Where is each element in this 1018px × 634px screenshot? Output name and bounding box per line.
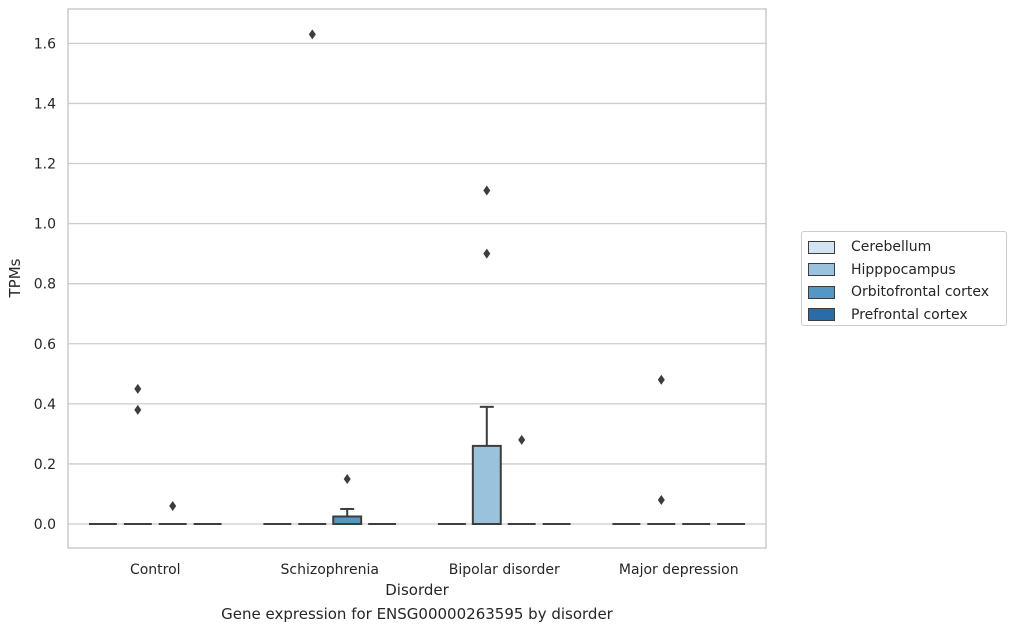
outlier-point [657,374,665,385]
outlier-point [134,383,142,394]
y-tick-label: 1.0 [34,217,56,233]
outlier-point [169,500,177,511]
legend-item-orbitofrontal-cortex: Orbitofrontal cortex [808,281,1006,304]
x-tick-labels: Control Schizophrenia Bipolar disorder Majo… [130,562,739,578]
x-axis-label: Disorder [385,581,449,599]
legend-item-hippocampus: Hipppocampus [808,259,1006,282]
outlier-point [134,404,142,415]
chart-caption: Gene expression for ENSG00000263595 by d… [221,605,613,623]
outlier-point [657,494,665,505]
legend-swatch [808,263,835,277]
y-tick-label: 0.2 [34,457,56,473]
y-axis-label: TPMs [6,258,24,298]
y-tick-label: 0.6 [34,337,56,353]
outlier-point [343,473,351,484]
boxes [88,405,746,525]
legend-item-cerebellum: Cerebellum [808,236,1006,259]
y-tick-label: 0.4 [34,397,56,413]
x-tick-label: Major depression [619,562,739,578]
outliers [134,29,665,511]
gridlines [68,42,766,525]
y-tick-labels: 0.0 0.2 0.4 0.6 0.8 1.0 1.2 1.4 1.6 [34,36,56,533]
legend-label: Prefrontal cortex [851,306,968,323]
legend-item-prefrontal-cortex: Prefrontal cortex [808,304,1006,327]
legend-label: Cerebellum [851,239,932,256]
legend: Cerebellum Hipppocampus Orbitofrontal co… [801,231,1007,326]
legend-swatch [808,285,835,299]
y-tick-label: 0.0 [34,517,56,533]
x-tick-label: Bipolar disorder [449,562,560,578]
box [471,444,502,525]
outlier-point [308,29,316,40]
y-tick-label: 1.2 [34,157,56,173]
plot-frame [67,8,767,549]
x-tick-label: Schizophrenia [281,562,379,578]
outlier-point [518,434,526,445]
y-tick-label: 0.8 [34,277,56,293]
y-tick-label: 1.6 [34,36,56,52]
x-tick-label: Control [130,562,181,578]
y-tick-label: 1.4 [34,96,56,112]
legend-label: Orbitofrontal cortex [851,284,989,301]
legend-swatch [808,308,835,322]
outlier-point [483,248,491,259]
box [332,515,363,525]
legend-swatch [808,240,835,254]
legend-label: Hipppocampus [851,261,956,278]
outlier-point [483,185,491,196]
